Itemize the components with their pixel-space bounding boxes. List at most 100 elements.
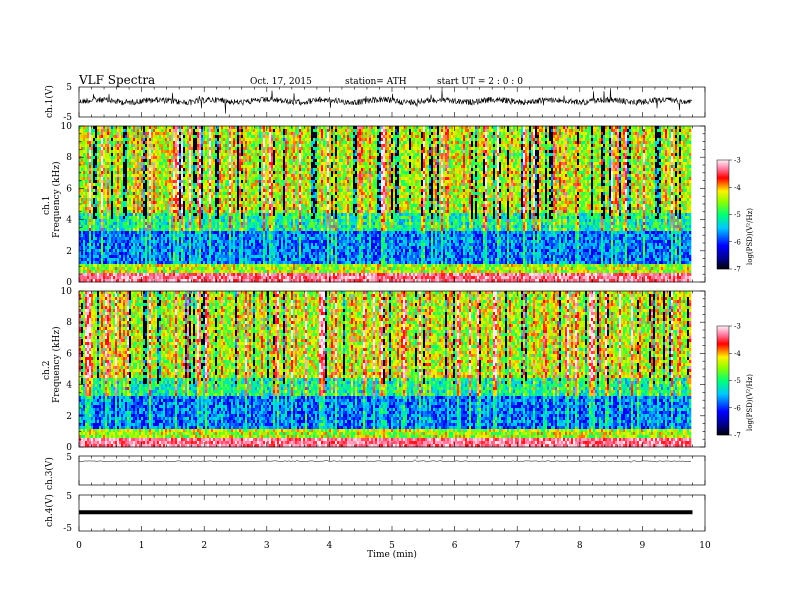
spectrogram-cell	[91, 255, 93, 258]
spectrogram-cell	[97, 147, 99, 150]
spectrogram-cell	[107, 180, 109, 183]
spectrogram-cell	[111, 201, 113, 204]
spectrogram-cell	[93, 141, 95, 144]
spectrogram-cell	[81, 195, 83, 198]
spectrogram-cell	[87, 159, 89, 162]
spectrogram-cell	[129, 276, 131, 279]
spectrogram-cell	[91, 162, 93, 165]
spectrogram-cell	[115, 210, 117, 213]
spectrogram-cell	[95, 234, 97, 237]
spectrogram-cell	[107, 216, 109, 219]
spectrogram-cell	[119, 162, 121, 165]
spectrogram-cell	[121, 231, 123, 234]
spectrogram-cell	[131, 126, 133, 129]
spectrogram-cell	[95, 231, 97, 234]
spectrogram-cell	[113, 210, 115, 213]
spectrogram-cell	[113, 177, 115, 180]
spectrogram-cell	[101, 168, 103, 171]
spectrogram-cell	[105, 156, 107, 159]
spectrogram-cell	[87, 195, 89, 198]
spectrogram-cell	[101, 183, 103, 186]
spectrogram-cell	[125, 174, 127, 177]
spectrogram-cell	[99, 228, 101, 231]
spectrogram-cell	[129, 264, 131, 267]
spectrogram-cell	[127, 222, 129, 225]
spectrogram-cell	[141, 150, 143, 153]
spectrogram-cell	[125, 228, 127, 231]
spectrogram-cell	[89, 153, 91, 156]
spectrogram-cell	[121, 171, 123, 174]
spectrogram-cell	[83, 240, 85, 243]
spectrogram-cell	[125, 237, 127, 240]
spectrogram-cell	[93, 204, 95, 207]
spectrogram-cell	[137, 198, 139, 201]
spectrogram-cell	[139, 186, 141, 189]
spectrogram-cell	[95, 222, 97, 225]
spectrogram-cell	[89, 192, 91, 195]
spectrogram-cell	[97, 276, 99, 279]
spectrogram-cell	[89, 228, 91, 231]
spectrogram-cell	[125, 129, 127, 132]
spectrogram-cell	[139, 189, 141, 192]
spectrogram-cell	[103, 216, 105, 219]
spectrogram-cell	[113, 153, 115, 156]
spectrogram-cell	[127, 192, 129, 195]
spectrogram-cell	[137, 219, 139, 222]
spectrogram-cell	[95, 150, 97, 153]
spectrogram-cell	[105, 240, 107, 243]
spectrogram-cell	[127, 246, 129, 249]
spectrogram-cell	[93, 213, 95, 216]
spectrogram-cell	[125, 255, 127, 258]
spectrogram-cell	[127, 273, 129, 276]
spectrogram-cell	[125, 162, 127, 165]
spectrogram-cell	[131, 141, 133, 144]
spectrogram-cell	[109, 273, 111, 276]
spectrogram-cell	[97, 186, 99, 189]
spectrogram-cell	[135, 228, 137, 231]
spectrogram-cell	[97, 126, 99, 129]
spectrogram-cell	[97, 162, 99, 165]
spectrogram-cell	[109, 210, 111, 213]
spectrogram-cell	[125, 267, 127, 270]
spectrogram-cell	[101, 234, 103, 237]
spectrogram-cell	[137, 180, 139, 183]
spectrogram-cell	[107, 144, 109, 147]
spectrogram-cell	[135, 246, 137, 249]
spectrogram-cell	[119, 159, 121, 162]
spectrogram-cell	[105, 174, 107, 177]
spectrogram-cell	[133, 276, 135, 279]
spectrogram-cell	[137, 162, 139, 165]
spectrogram-cell	[127, 180, 129, 183]
spectrogram-cell	[81, 168, 83, 171]
spectrogram-cell	[95, 129, 97, 132]
spectrogram-cell	[119, 186, 121, 189]
spectrogram-cell	[85, 177, 87, 180]
spectrogram-cell	[107, 204, 109, 207]
spectrogram-cell	[117, 126, 119, 129]
spectrogram-cell	[113, 129, 115, 132]
spectrogram-cell	[107, 231, 109, 234]
spectrogram-cell	[99, 261, 101, 264]
spectrogram-cell	[119, 228, 121, 231]
spectrogram-cell	[119, 222, 121, 225]
spectrogram-cell	[125, 186, 127, 189]
spectrogram-cell	[127, 168, 129, 171]
spectrogram-cell	[83, 165, 85, 168]
spectrogram-cell	[85, 204, 87, 207]
spectrogram-cell	[107, 261, 109, 264]
date-label: Oct. 17, 2015	[250, 77, 312, 87]
spectrogram-cell	[115, 228, 117, 231]
spectrogram-cell	[97, 141, 99, 144]
spectrogram-cell	[133, 261, 135, 264]
spectrogram-cell	[81, 213, 83, 216]
spectrogram-cell	[117, 258, 119, 261]
spectrogram-cell	[99, 150, 101, 153]
spectrogram-cell	[117, 129, 119, 132]
spectrogram-cell	[133, 222, 135, 225]
spectrogram-cell	[111, 249, 113, 252]
spectrogram-cell	[135, 249, 137, 252]
spectrogram-cell	[121, 267, 123, 270]
spectrogram-cell	[133, 162, 135, 165]
spectrogram-cell	[117, 144, 119, 147]
